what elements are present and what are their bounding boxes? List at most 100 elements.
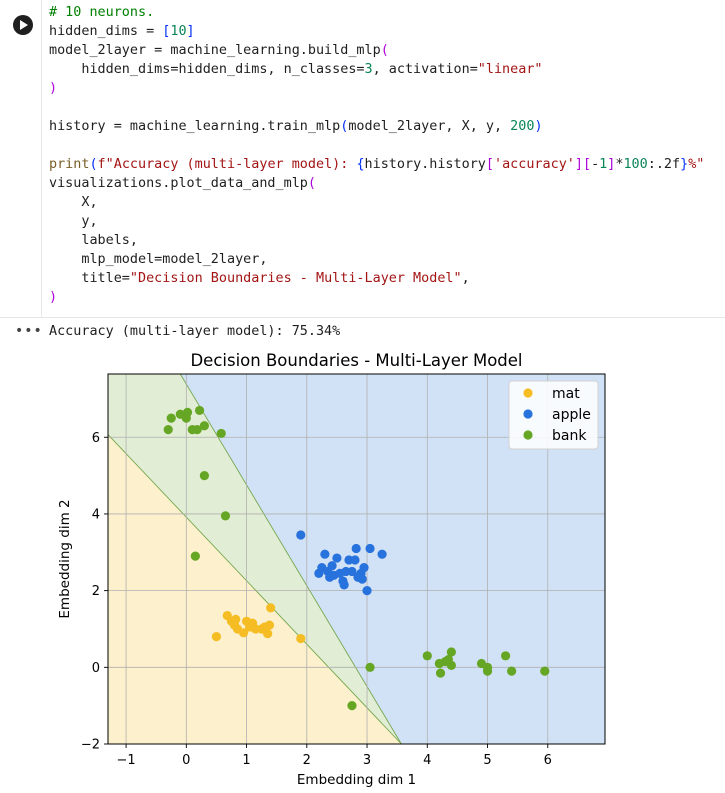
code-token: [: [485, 157, 494, 172]
code-token: ,: [461, 271, 470, 286]
y-tick-label: −2: [81, 738, 100, 753]
code-token: hidden_dims=hidden_dims, n_classes=: [49, 62, 365, 77]
data-point-bank: [199, 421, 209, 431]
data-point-apple: [359, 563, 369, 573]
data-point-bank: [199, 471, 209, 481]
data-point-bank: [220, 511, 231, 521]
code-token: ]: [574, 157, 583, 172]
code-token: -: [591, 157, 600, 172]
code-token: ]: [186, 24, 195, 39]
legend-marker-bank: [523, 430, 533, 440]
legend-marker-mat: [523, 388, 533, 398]
y-tick-label: 4: [92, 507, 100, 522]
code-token: [: [582, 157, 592, 172]
data-point-apple: [351, 543, 361, 554]
y-tick-label: 2: [92, 584, 100, 599]
data-point-bank: [190, 551, 200, 561]
code-token: "Decision Boundaries - Multi-Layer Model…: [129, 271, 462, 286]
code-token: (: [380, 43, 389, 58]
code-token: history = machine_learning.train_mlp: [49, 119, 341, 134]
code-token: 100: [623, 157, 648, 172]
data-point-apple: [327, 561, 337, 571]
data-point-mat: [211, 632, 222, 642]
data-point-bank: [192, 424, 202, 435]
data-point-apple: [365, 543, 375, 554]
code-line: y,: [49, 214, 98, 229]
data-point-mat: [296, 633, 306, 644]
data-point-mat: [264, 620, 275, 630]
data-point-apple: [350, 555, 360, 565]
code-token: (: [89, 157, 98, 172]
data-point-mat: [266, 603, 276, 613]
x-tick-label: 0: [182, 753, 190, 768]
data-point-bank: [422, 651, 432, 661]
x-axis-label: Embedding dim 1: [297, 772, 416, 788]
data-point-bank: [540, 666, 550, 676]
x-tick-label: 1: [242, 753, 250, 768]
code-line: visualizations.plot_data_and_mlp(: [49, 176, 316, 191]
data-point-bank: [435, 668, 446, 678]
x-tick-label: 5: [483, 753, 491, 768]
data-point-apple: [362, 586, 372, 596]
code-token: f"Accuracy (multi-layer model):: [97, 157, 357, 172]
code-token: 'accuracy': [493, 157, 575, 172]
data-point-bank: [166, 413, 176, 423]
code-line: model_2layer = machine_learning.build_ml…: [49, 43, 389, 58]
data-point-bank: [482, 662, 493, 672]
code-token: X,: [49, 195, 98, 210]
code-token: 1: [599, 157, 608, 172]
chart-title: Decision Boundaries - Multi-Layer Model: [190, 351, 522, 370]
code-token: 3: [364, 62, 373, 77]
code-token: %": [688, 157, 705, 172]
run-cell-button[interactable]: [13, 15, 33, 35]
data-point-bank: [446, 660, 456, 670]
code-token: y,: [49, 214, 98, 229]
code-token: title=: [49, 271, 130, 286]
code-token: (: [307, 176, 316, 191]
data-point-bank: [194, 405, 205, 416]
data-point-bank: [182, 407, 193, 417]
data-point-mat: [263, 628, 273, 639]
code-line: # 10 neurons.: [49, 5, 154, 20]
x-tick-label: 4: [423, 753, 431, 768]
y-axis-label: Embedding dim 2: [57, 499, 73, 618]
code-token: ): [49, 290, 58, 305]
y-tick-label: 6: [92, 431, 100, 446]
code-line: title="Decision Boundaries - Multi-Layer…: [49, 271, 470, 286]
code-token: }: [680, 157, 689, 172]
code-token: labels,: [49, 233, 138, 248]
data-point-apple: [296, 530, 306, 540]
code-token: model_2layer, X, y,: [348, 119, 511, 134]
output-menu-icon[interactable]: •••: [15, 323, 43, 339]
code-token: (: [340, 119, 349, 134]
code-token: 10: [170, 24, 187, 39]
output-stdout: Accuracy (multi-layer model): 75.34%: [49, 324, 341, 339]
data-point-bank: [507, 666, 517, 676]
x-tick-label: −1: [116, 753, 135, 768]
legend-marker-apple: [523, 409, 533, 419]
code-editor[interactable]: # 10 neurons. hidden_dims = [10] model_2…: [49, 3, 704, 307]
region-apple: [180, 374, 606, 744]
cell-border: [0, 317, 725, 318]
code-token: print: [49, 157, 90, 172]
code-token: {: [356, 157, 365, 172]
code-line: history = machine_learning.train_mlp(mod…: [49, 119, 543, 134]
code-cell[interactable]: # 10 neurons. hidden_dims = [10] model_2…: [0, 0, 725, 318]
decision-boundary-line: [107, 434, 402, 745]
y-tick-label: 0: [92, 661, 100, 676]
code-line: X,: [49, 195, 98, 210]
data-point-apple: [320, 549, 330, 559]
x-tick-label: 6: [544, 753, 552, 768]
code-token: :.2f: [647, 157, 681, 172]
code-token: [: [162, 24, 171, 39]
region-bank: [108, 374, 402, 744]
decision-boundary-line: [179, 373, 402, 745]
code-token: ): [49, 81, 58, 96]
cell-gutter: [0, 0, 41, 318]
data-point-bank: [347, 701, 357, 711]
code-token: ]: [607, 157, 616, 172]
play-icon: [20, 20, 28, 30]
plot-frame: [107, 373, 606, 745]
code-line: mlp_model=model_2layer,: [49, 252, 267, 267]
